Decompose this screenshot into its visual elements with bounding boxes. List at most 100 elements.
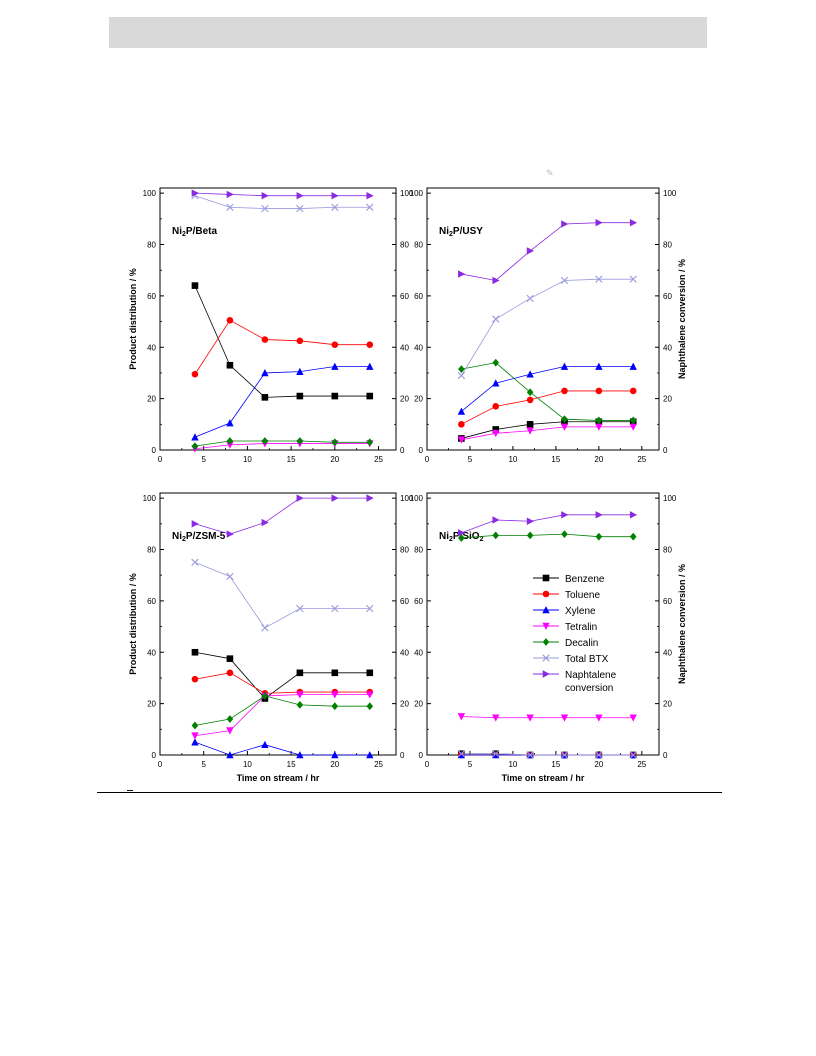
data-point xyxy=(191,738,199,746)
data-point xyxy=(366,392,374,400)
y-tick-label: 40 xyxy=(147,648,156,657)
series-line xyxy=(194,561,370,629)
series-line xyxy=(194,672,370,694)
data-point xyxy=(296,204,304,213)
data-point xyxy=(595,275,603,283)
y2-tick-label: 100 xyxy=(400,189,414,198)
series-total-btx xyxy=(191,558,374,632)
figure-bottom-rule xyxy=(97,792,722,793)
data-point xyxy=(296,494,304,502)
data-point xyxy=(366,192,374,200)
series-line xyxy=(194,695,370,726)
header-band xyxy=(109,17,707,48)
y-tick-label: 20 xyxy=(414,395,423,404)
y-tick-label: 60 xyxy=(147,597,156,606)
x-tick-label: 0 xyxy=(425,455,430,464)
x-tick-label: 5 xyxy=(201,760,206,769)
series-line xyxy=(194,285,370,398)
data-point xyxy=(595,714,603,722)
y-tick-label: 100 xyxy=(143,189,157,198)
y2-tick-label: 60 xyxy=(663,597,672,606)
y-tick-label: 20 xyxy=(147,395,156,404)
data-point xyxy=(526,370,534,378)
series-xylene xyxy=(191,362,374,441)
series-line xyxy=(194,741,370,756)
y2-tick-label: 60 xyxy=(663,292,672,301)
data-point xyxy=(561,415,568,424)
y-tick-label: 0 xyxy=(419,446,424,455)
x-tick-label: 15 xyxy=(287,760,296,769)
data-point xyxy=(296,604,304,613)
y2-tick-label: 40 xyxy=(663,648,672,657)
series-naphtalene-conversion xyxy=(191,189,374,200)
x-tick-label: 10 xyxy=(508,455,517,464)
legend-label: Toluene xyxy=(565,590,600,601)
data-point xyxy=(366,494,374,502)
series-line xyxy=(194,366,370,438)
data-point xyxy=(561,387,568,395)
data-point xyxy=(561,530,568,538)
y2-tick-label: 20 xyxy=(400,700,409,709)
data-point xyxy=(629,362,637,370)
legend-marker xyxy=(542,654,550,662)
series-line xyxy=(461,366,634,412)
data-point xyxy=(226,572,234,581)
series-decalin xyxy=(458,358,637,425)
x-tick-label: 25 xyxy=(374,455,383,464)
legend-label: Total BTX xyxy=(565,654,609,665)
y-tick-label: 100 xyxy=(410,189,424,198)
x-tick-label: 25 xyxy=(637,760,646,769)
series-line xyxy=(461,362,634,421)
data-point xyxy=(296,367,304,375)
y2-tick-label: 100 xyxy=(400,494,414,503)
legend-marker xyxy=(542,670,550,678)
series-benzene xyxy=(191,282,374,401)
y2-tick-label: 0 xyxy=(400,446,405,455)
series-line xyxy=(194,319,370,375)
data-point xyxy=(492,516,500,524)
data-point xyxy=(191,433,199,441)
series-decalin xyxy=(191,692,374,730)
y2-tick-label: 0 xyxy=(400,751,405,760)
legend-item: Naphtalene conversion xyxy=(533,670,617,694)
data-point xyxy=(492,531,500,540)
data-point xyxy=(595,423,603,431)
data-point xyxy=(226,669,234,677)
y-tick-label: 60 xyxy=(147,292,156,301)
data-point xyxy=(366,702,374,711)
y2-tick-label: 80 xyxy=(663,241,672,250)
legend-marker xyxy=(542,606,550,614)
series-line xyxy=(194,195,370,209)
series-benzene xyxy=(191,648,374,702)
data-point xyxy=(191,520,199,528)
series-line xyxy=(194,443,370,450)
x-tick-label: 5 xyxy=(201,455,206,464)
series-toluene xyxy=(191,316,374,378)
data-point xyxy=(331,438,339,447)
y2-tick-label: 40 xyxy=(663,343,672,352)
x-tick-label: 0 xyxy=(158,455,163,464)
title-part: P/USY xyxy=(453,226,483,237)
legend-label: Tetralin xyxy=(565,622,597,633)
y-tick-label: 100 xyxy=(410,494,424,503)
data-point xyxy=(492,751,500,759)
x-tick-label: 5 xyxy=(468,455,473,464)
series-line xyxy=(194,694,370,737)
series-line xyxy=(461,390,634,425)
data-point xyxy=(526,751,534,759)
legend-label: Naphtalene xyxy=(565,670,617,681)
data-point xyxy=(595,511,603,519)
data-point xyxy=(226,203,234,211)
series-naphtalene-conversion xyxy=(191,494,374,538)
data-point xyxy=(261,369,269,377)
legend-label: Decalin xyxy=(565,638,598,649)
title-part: Ni xyxy=(439,531,449,542)
data-point xyxy=(492,403,500,410)
series-toluene xyxy=(191,669,374,697)
data-point xyxy=(296,337,304,345)
data-point xyxy=(629,218,638,227)
title-subscript: 2 xyxy=(449,536,453,543)
data-point xyxy=(458,421,465,428)
data-point xyxy=(331,751,339,759)
y2-tick-label: 20 xyxy=(400,395,409,404)
